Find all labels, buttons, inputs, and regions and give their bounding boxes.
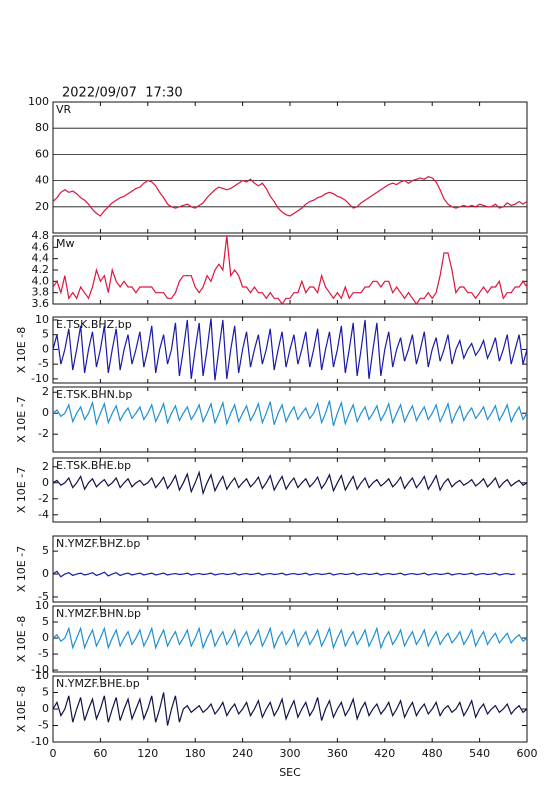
x-tick-label: 180 (185, 747, 206, 760)
panel-frame (52, 235, 528, 305)
y-tick-label: 10 (35, 313, 49, 326)
panel-label: Mw (56, 237, 75, 250)
x-tick-label: 240 (232, 747, 253, 760)
y-axis-label: X 10E -8 (15, 686, 28, 732)
y-tick-label: -2 (38, 492, 49, 505)
chart-title: 2022/09/07 17:30 (62, 86, 183, 101)
y-tick-label: 80 (35, 121, 49, 134)
panel-frame (52, 101, 528, 234)
y-tick-label: 2 (42, 460, 49, 473)
y-tick-label: 0 (42, 476, 49, 489)
y-tick-label: 40 (35, 174, 49, 187)
x-axis-label: SEC (279, 766, 301, 779)
panel-label: N.YMZF.BHN.bp (56, 607, 141, 620)
y-tick-label: 3.8 (32, 286, 50, 299)
x-tick-label: 60 (93, 747, 107, 760)
y-tick-label: -5 (38, 357, 49, 370)
x-tick-label: 420 (374, 747, 395, 760)
y-tick-label: -2 (38, 427, 49, 440)
y-tick-label: 2 (42, 385, 49, 398)
x-tick-label: 0 (50, 747, 57, 760)
y-tick-label: 20 (35, 200, 49, 213)
y-tick-label: -10 (31, 663, 49, 676)
y-tick-label: 3.6 (32, 297, 50, 310)
panel-label: N.YMZF.BHZ.bp (56, 537, 140, 550)
y-tick-label: -10 (31, 372, 49, 385)
data-line (52, 626, 528, 650)
y-axis-label: X 10E -8 (15, 616, 28, 662)
panel-label: N.YMZF.BHE.bp (56, 677, 140, 690)
y-tick-label: -5 (38, 590, 49, 603)
y-tick-label: 100 (28, 95, 49, 108)
data-line (52, 570, 516, 578)
data-line (52, 318, 528, 381)
y-tick-label: 5 (42, 328, 49, 341)
y-tick-label: 10 (35, 669, 49, 682)
y-axis-label: X 10E -7 (15, 467, 28, 513)
x-tick-label: 540 (469, 747, 490, 760)
data-line (52, 176, 528, 217)
y-tick-label: 4.4 (32, 252, 50, 265)
y-tick-label: 5 (42, 686, 49, 699)
y-tick-label: 0 (42, 631, 49, 644)
y-tick-label: -5 (38, 647, 49, 660)
panel-label: VR (56, 103, 72, 116)
y-tick-label: 4.0 (32, 274, 50, 287)
y-axis-label: X 10E -7 (15, 396, 28, 442)
y-axis-label: X 10E -7 (15, 546, 28, 592)
panel-label: E.TSK.BHE.bp (56, 459, 131, 472)
data-line (52, 235, 528, 306)
x-tick-label: 120 (137, 747, 158, 760)
y-tick-label: 10 (35, 599, 49, 612)
y-tick-label: 60 (35, 147, 49, 160)
y-tick-label: -5 (38, 719, 49, 732)
y-axis-label: X 10E -8 (15, 327, 28, 373)
y-tick-label: 4.8 (32, 229, 50, 242)
panel-label: E.TSK.BHN.bp (56, 388, 132, 401)
y-tick-label: 4.6 (32, 240, 50, 253)
data-line (52, 692, 528, 726)
data-line (52, 470, 528, 496)
y-tick-label: 5 (42, 544, 49, 557)
data-line (52, 400, 528, 426)
x-tick-label: 300 (280, 747, 301, 760)
x-tick-label: 360 (327, 747, 348, 760)
y-tick-label: -10 (31, 735, 49, 748)
y-tick-label: 0 (42, 567, 49, 580)
x-tick-label: 600 (517, 747, 538, 760)
y-tick-label: -4 (38, 508, 49, 521)
x-tick-label: 480 (422, 747, 443, 760)
y-tick-label: 4.2 (32, 263, 50, 276)
y-tick-label: 0 (42, 702, 49, 715)
y-tick-label: 0 (42, 342, 49, 355)
y-tick-label: 5 (42, 615, 49, 628)
y-tick-label: 0 (42, 406, 49, 419)
panel-label: E.TSK.BHZ.bp (56, 318, 132, 331)
